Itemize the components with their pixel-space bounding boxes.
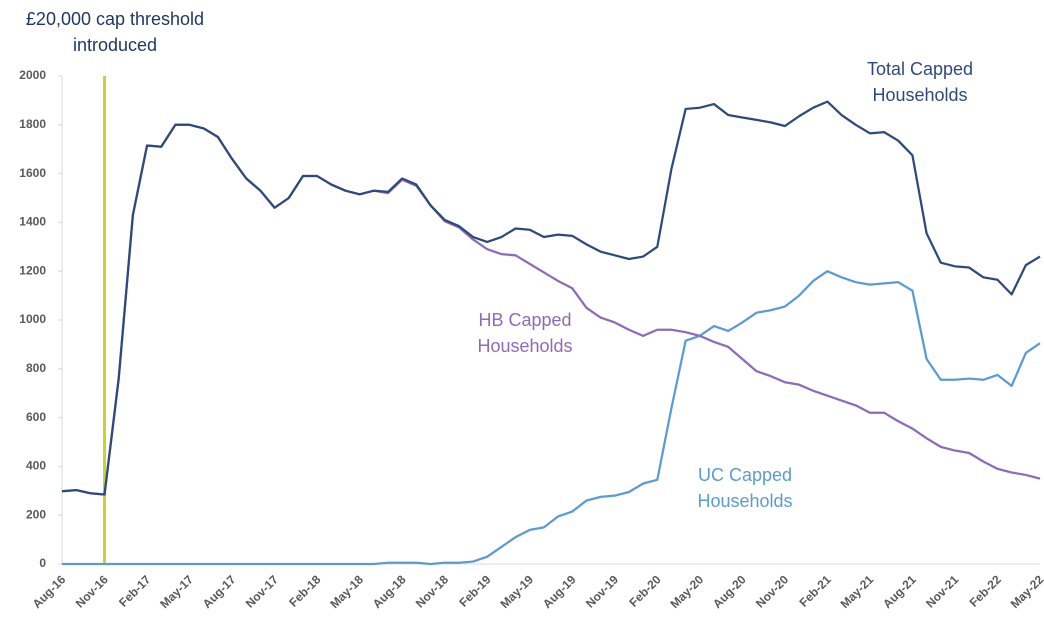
- x-tick-label: Nov-18: [413, 572, 451, 610]
- y-tick-label: 400: [26, 459, 46, 473]
- x-tick-label: Feb-18: [286, 572, 323, 609]
- y-tick-label: 600: [26, 410, 46, 424]
- x-tick-label: Feb-17: [116, 572, 153, 609]
- x-tick-label: May-17: [157, 572, 196, 611]
- x-tick-label: Aug-18: [370, 572, 409, 611]
- y-tick-label: 1800: [19, 117, 46, 131]
- y-tick-label: 1400: [19, 215, 46, 229]
- series-line: [61, 100, 1041, 496]
- x-tick-label: Feb-20: [626, 572, 663, 609]
- x-tick-label: Nov-21: [923, 572, 961, 610]
- x-tick-label: Aug-21: [880, 572, 919, 611]
- x-tick-label: Feb-19: [456, 572, 493, 609]
- series-line: [62, 270, 1041, 566]
- x-tick-label: Nov-19: [583, 572, 621, 610]
- x-tick-label: Nov-17: [243, 572, 281, 610]
- x-tick-label: May-19: [497, 572, 536, 611]
- x-tick-label: Aug-17: [200, 572, 239, 611]
- series-label: UC Capped Households: [697, 465, 793, 511]
- x-tick-label: May-18: [327, 572, 366, 611]
- series-label: HB Capped Households: [477, 310, 573, 356]
- x-tick-label: May-20: [668, 572, 707, 611]
- y-tick-label: 0: [39, 556, 46, 570]
- y-tick-label: 1200: [19, 263, 46, 277]
- x-tick-label: Feb-21: [796, 572, 833, 609]
- y-tick-label: 800: [26, 361, 46, 375]
- series-label: Total Capped Households: [866, 59, 974, 105]
- x-tick-label: Feb-22: [967, 572, 1004, 609]
- x-tick-label: Nov-16: [73, 572, 111, 610]
- x-tick-label: Aug-19: [540, 572, 579, 611]
- y-tick-label: 1000: [19, 312, 46, 326]
- x-tick-label: Aug-20: [710, 572, 749, 611]
- y-tick-label: 200: [26, 507, 46, 521]
- y-tick-label: 1600: [19, 166, 46, 180]
- annotation-text: £20,000 cap threshold introduced: [25, 9, 205, 55]
- x-tick-label: Aug-16: [30, 572, 69, 611]
- x-tick-label: May-22: [1008, 572, 1044, 611]
- y-tick-label: 2000: [19, 68, 46, 82]
- x-tick-label: May-21: [838, 572, 877, 611]
- x-tick-label: Nov-20: [753, 572, 791, 610]
